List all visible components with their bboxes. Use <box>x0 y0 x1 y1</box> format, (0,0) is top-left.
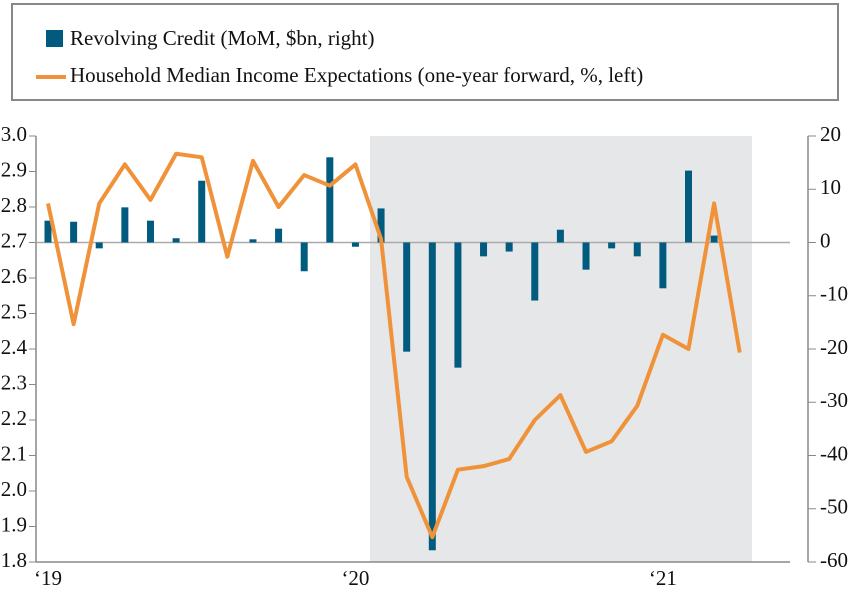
bar <box>146 220 154 243</box>
bar <box>95 242 103 249</box>
bar <box>300 242 308 272</box>
line <box>46 151 742 540</box>
bar <box>428 242 436 551</box>
bar <box>198 180 206 243</box>
bar <box>454 242 462 368</box>
bar <box>608 242 616 249</box>
x-tick-label: ‘19 <box>34 566 62 590</box>
y-tick-label: 3.0 <box>1 122 27 146</box>
x-tick-label: ‘20 <box>341 566 369 590</box>
y2-tick-label: 20 <box>820 122 841 146</box>
legend-box <box>11 3 839 101</box>
y2-tick-label: -40 <box>820 441 848 465</box>
y2-tick-label: 10 <box>820 175 841 199</box>
y-tick-label: 2.9 <box>1 157 27 181</box>
bar <box>685 170 692 243</box>
bar <box>582 242 590 270</box>
bar <box>326 157 334 243</box>
bar <box>70 221 78 243</box>
bar <box>556 229 564 243</box>
y2-tick-label: -20 <box>820 335 848 359</box>
bar <box>633 242 641 257</box>
y2-tick-label: -30 <box>820 388 848 412</box>
y-tick-label: 1.8 <box>1 548 27 572</box>
y-tick-label: 2.8 <box>1 193 27 217</box>
y-tick-label: 2.7 <box>1 228 27 252</box>
y-tick-label: 1.9 <box>1 512 27 536</box>
legend-label: Revolving Credit (MoM, $bn, right) <box>70 26 374 50</box>
bar <box>710 235 718 243</box>
bar <box>377 208 385 243</box>
bar <box>249 239 257 243</box>
bar <box>121 207 129 243</box>
bar <box>659 242 667 289</box>
x-tick-label: ‘21 <box>649 566 677 590</box>
bar <box>44 220 52 243</box>
y-tick-label: 2.1 <box>1 441 27 465</box>
y2-tick-label: -60 <box>820 548 848 572</box>
y-tick-label: 2.5 <box>1 299 27 323</box>
bar <box>172 238 180 243</box>
y2-tick-label: 0 <box>820 228 831 252</box>
y-tick-label: 2.2 <box>1 406 27 430</box>
y2-tick-label: -10 <box>820 282 848 306</box>
bar <box>351 242 359 247</box>
y-tick-label: 2.0 <box>1 477 27 501</box>
y-tick-label: 2.4 <box>1 335 28 359</box>
bar <box>505 242 513 252</box>
shaded-period <box>370 136 752 562</box>
y-tick-label: 2.3 <box>1 370 27 394</box>
bar <box>403 242 411 352</box>
y2-tick-label: -50 <box>820 495 848 519</box>
bar <box>275 228 283 243</box>
legend-label: Household Median Income Expectations (on… <box>70 63 643 87</box>
bar <box>480 242 488 257</box>
legend-swatch-bar <box>46 30 63 47</box>
y-tick-label: 2.6 <box>1 264 27 288</box>
bar <box>531 242 539 301</box>
